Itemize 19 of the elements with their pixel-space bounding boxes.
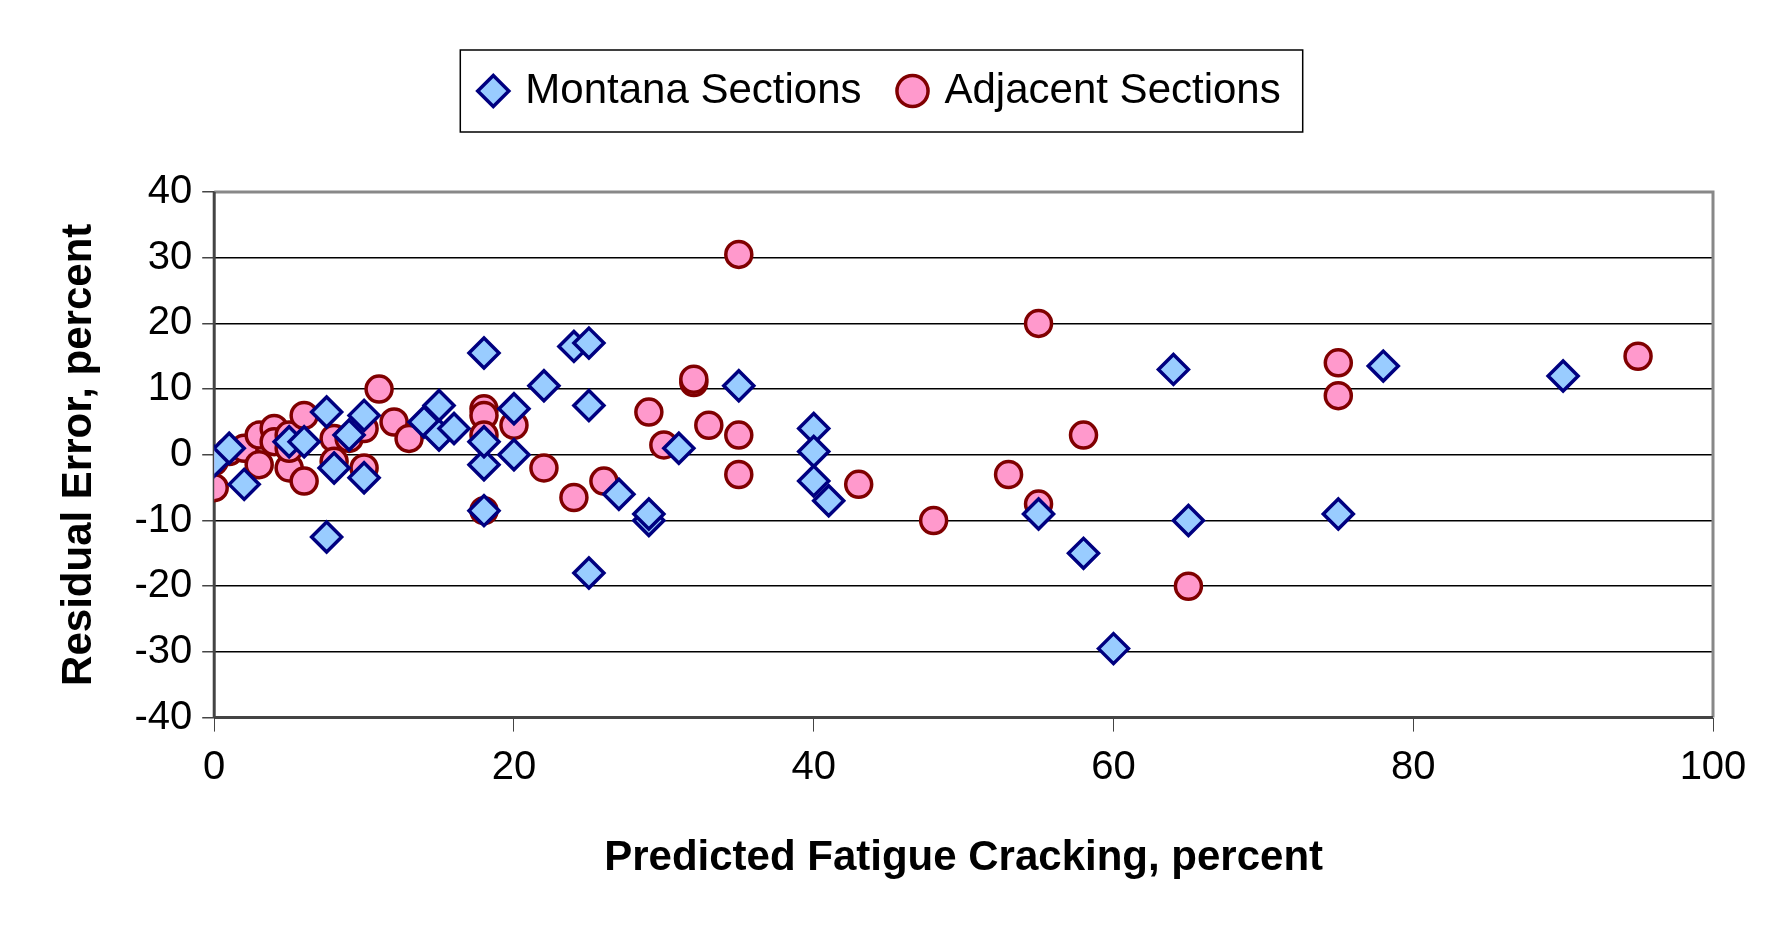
y-tick-label: 40 [147,167,193,212]
x-tick-label: 100 [1679,742,1747,787]
y-tick-label: 30 [147,232,193,277]
y-tick-label: 20 [147,298,193,343]
y-tick-label: -30 [134,626,193,671]
legend-label: Adjacent Sections [944,64,1281,112]
y-tick-label: -10 [134,495,193,540]
legend-label: Montana Sections [525,64,862,112]
x-tick-label: 20 [491,742,537,787]
y-tick-label: -40 [134,692,193,737]
x-tick-label: 60 [1091,742,1136,787]
x-tick-label: 80 [1390,742,1436,787]
x-axis-title: Predicted Fatigue Cracking, percent [604,832,1324,880]
x-tick-label: 0 [203,742,226,787]
y-axis-title: Residual Error, percent [52,223,100,686]
x-tick-label: 40 [791,742,836,787]
y-tick-label: -20 [134,561,193,606]
y-tick-label: 10 [147,364,193,409]
y-tick-label: 0 [169,429,193,474]
